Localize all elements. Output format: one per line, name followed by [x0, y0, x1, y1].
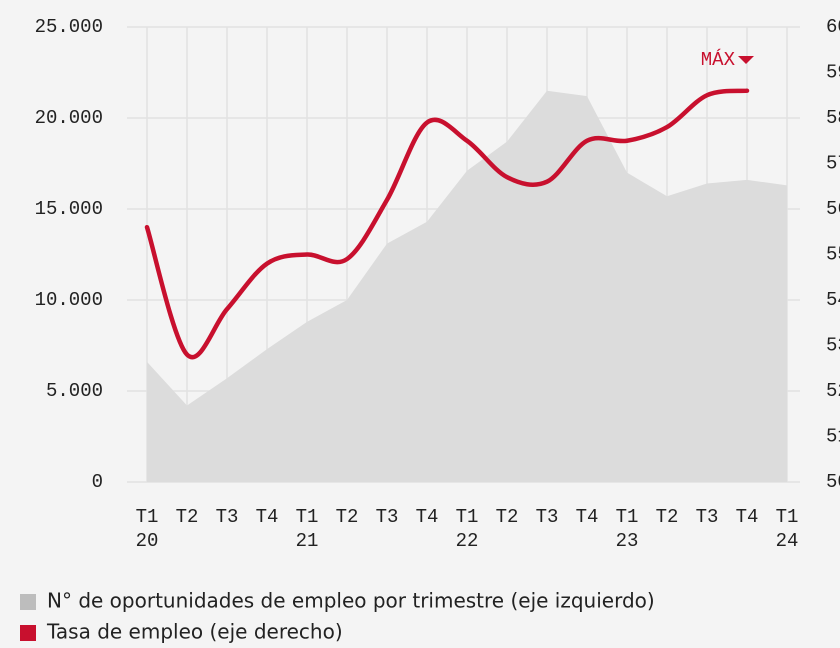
x-tick-label: T3: [696, 506, 719, 528]
x-tick-label: T1: [136, 506, 159, 528]
y2-tick-label: 51: [826, 426, 840, 448]
line: [144, 88, 750, 360]
y2-tick-label: 56: [826, 198, 840, 220]
y2-tick-label: 60: [826, 16, 840, 38]
y-tick-label: 25.000: [35, 16, 103, 38]
area: [147, 90, 787, 482]
x-tick-label: T1: [616, 506, 639, 528]
x-sublabel: 21: [296, 530, 319, 552]
y2-tick-label: 55: [826, 244, 840, 266]
legend-swatch: [20, 594, 36, 610]
annotation: MÁX: [701, 49, 736, 71]
x-tick-label: T1: [456, 506, 479, 528]
x-tick-label: T2: [656, 506, 679, 528]
x-tick-label: T3: [216, 506, 239, 528]
y-tick-label: 15.000: [35, 198, 103, 220]
x-tick-label: T2: [496, 506, 519, 528]
y-tick-label: 10.000: [35, 289, 103, 311]
x-tick-label: T4: [576, 506, 599, 528]
y2-tick-label: 52: [826, 380, 840, 402]
y2-tick-label: 54: [826, 289, 840, 311]
x-tick-label: T2: [176, 506, 199, 528]
x-tick-label: T1: [296, 506, 319, 528]
x-sublabel: 23: [616, 530, 639, 552]
x-tick-label: T2: [336, 506, 359, 528]
annotation-arrow: [738, 56, 754, 64]
legend-swatch: [20, 625, 36, 641]
legend-label: Tasa de empleo (eje derecho): [46, 620, 343, 644]
y-tick-label: 0: [92, 471, 103, 493]
y2-tick-label: 57: [826, 153, 840, 175]
y2-tick-label: 58: [826, 107, 840, 129]
y2-tick-label: 53: [826, 335, 840, 357]
legend-label: N° de oportunidades de empleo por trimes…: [47, 589, 655, 613]
y-tick-label: 20.000: [35, 107, 103, 129]
x-tick-label: T4: [736, 506, 759, 528]
y2-tick-label: 50: [826, 471, 840, 493]
x-sublabel: 20: [136, 530, 159, 552]
x-tick-label: T4: [256, 506, 279, 528]
x-tick-label: T4: [416, 506, 439, 528]
x-tick-label: T3: [536, 506, 559, 528]
x-tick-label: T1: [776, 506, 799, 528]
x-sublabel: 22: [456, 530, 479, 552]
y-tick-label: 5.000: [46, 380, 103, 402]
x-tick-label: T3: [376, 506, 399, 528]
y2-tick-label: 59: [826, 62, 840, 84]
x-sublabel: 24: [776, 530, 799, 552]
